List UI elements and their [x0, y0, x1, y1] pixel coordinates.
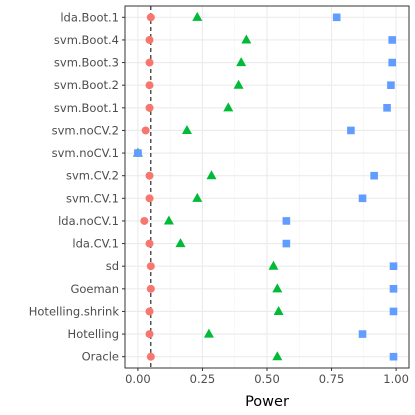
point-square — [282, 239, 291, 248]
point-square — [389, 307, 398, 316]
y-tick-label: Hotelling — [68, 327, 119, 341]
point-triangle — [192, 11, 203, 21]
point-circle — [146, 284, 155, 293]
point-triangle — [175, 238, 186, 248]
plot-panel-border — [124, 5, 410, 369]
point-circle — [145, 103, 154, 112]
point-square — [347, 126, 355, 135]
point-square — [389, 352, 398, 361]
y-axis: lda.Boot.1 svm.Boot.4 svm.Boot.3 svm.Boot.2… — [29, 10, 125, 364]
y-tick-label: svm.CV.2 — [66, 169, 119, 183]
point-circle — [146, 352, 155, 361]
y-tick-label: svm.CV.1 — [66, 191, 119, 205]
y-tick-label: sd — [106, 259, 119, 273]
x-tick-label: 0.50 — [254, 372, 280, 386]
y-tick-label: svm.noCV.2 — [52, 123, 119, 137]
point-circle — [145, 330, 154, 339]
y-tick-label: Oracle — [82, 350, 119, 364]
point-square — [134, 149, 142, 157]
data-points — [132, 11, 398, 361]
point-square — [388, 58, 397, 67]
y-tick-label: lda.Boot.1 — [60, 10, 119, 24]
point-triangle — [236, 57, 247, 67]
x-tick-label: 0.00 — [125, 372, 151, 386]
point-triangle — [268, 260, 279, 270]
point-square — [387, 81, 395, 89]
point-triangle — [181, 125, 192, 135]
point-circle — [145, 171, 154, 180]
point-square — [332, 13, 341, 22]
y-tick-label: lda.CV.1 — [72, 237, 119, 251]
point-circle — [141, 126, 150, 135]
point-circle — [145, 58, 154, 67]
point-triangle — [241, 34, 252, 44]
y-tick-label: svm.Boot.2 — [54, 78, 119, 92]
point-square — [389, 262, 398, 270]
y-tick-label: lda.noCV.1 — [58, 214, 119, 228]
x-tick-label: 1.00 — [383, 372, 409, 386]
y-tick-label: Hotelling.shrink — [29, 304, 120, 318]
point-circle — [140, 216, 149, 225]
point-square — [389, 285, 398, 293]
point-triangle — [206, 170, 217, 180]
point-square — [282, 217, 291, 225]
x-tick-label: 0.75 — [319, 372, 345, 386]
point-triangle — [233, 79, 244, 89]
y-tick-label: svm.Boot.4 — [54, 33, 119, 47]
point-triangle — [163, 215, 174, 225]
x-tick-label: 0.25 — [190, 372, 216, 386]
point-circle — [145, 239, 154, 248]
point-triangle — [273, 306, 284, 316]
y-tick-label: svm.Boot.3 — [54, 56, 119, 70]
point-circle — [145, 307, 154, 316]
grid-lines — [125, 6, 409, 368]
point-circle — [145, 35, 154, 44]
x-axis-title: Power — [245, 394, 289, 410]
point-square — [358, 194, 367, 203]
point-triangle — [223, 102, 234, 112]
point-triangle — [203, 328, 214, 338]
point-circle — [146, 262, 155, 271]
point-square — [388, 36, 397, 44]
y-tick-label: Goeman — [70, 282, 119, 296]
point-circle — [145, 81, 154, 90]
point-square — [358, 330, 367, 338]
point-square — [383, 104, 391, 112]
point-circle — [146, 13, 155, 22]
point-square — [370, 171, 378, 180]
point-triangle — [272, 283, 283, 293]
y-tick-label: svm.noCV.1 — [52, 146, 119, 160]
point-circle — [145, 194, 154, 203]
y-tick-label: svm.Boot.1 — [54, 101, 119, 115]
point-triangle — [192, 192, 203, 202]
x-axis: 0.00 0.25 0.50 0.75 1.00 — [125, 368, 409, 386]
point-triangle — [272, 351, 283, 361]
